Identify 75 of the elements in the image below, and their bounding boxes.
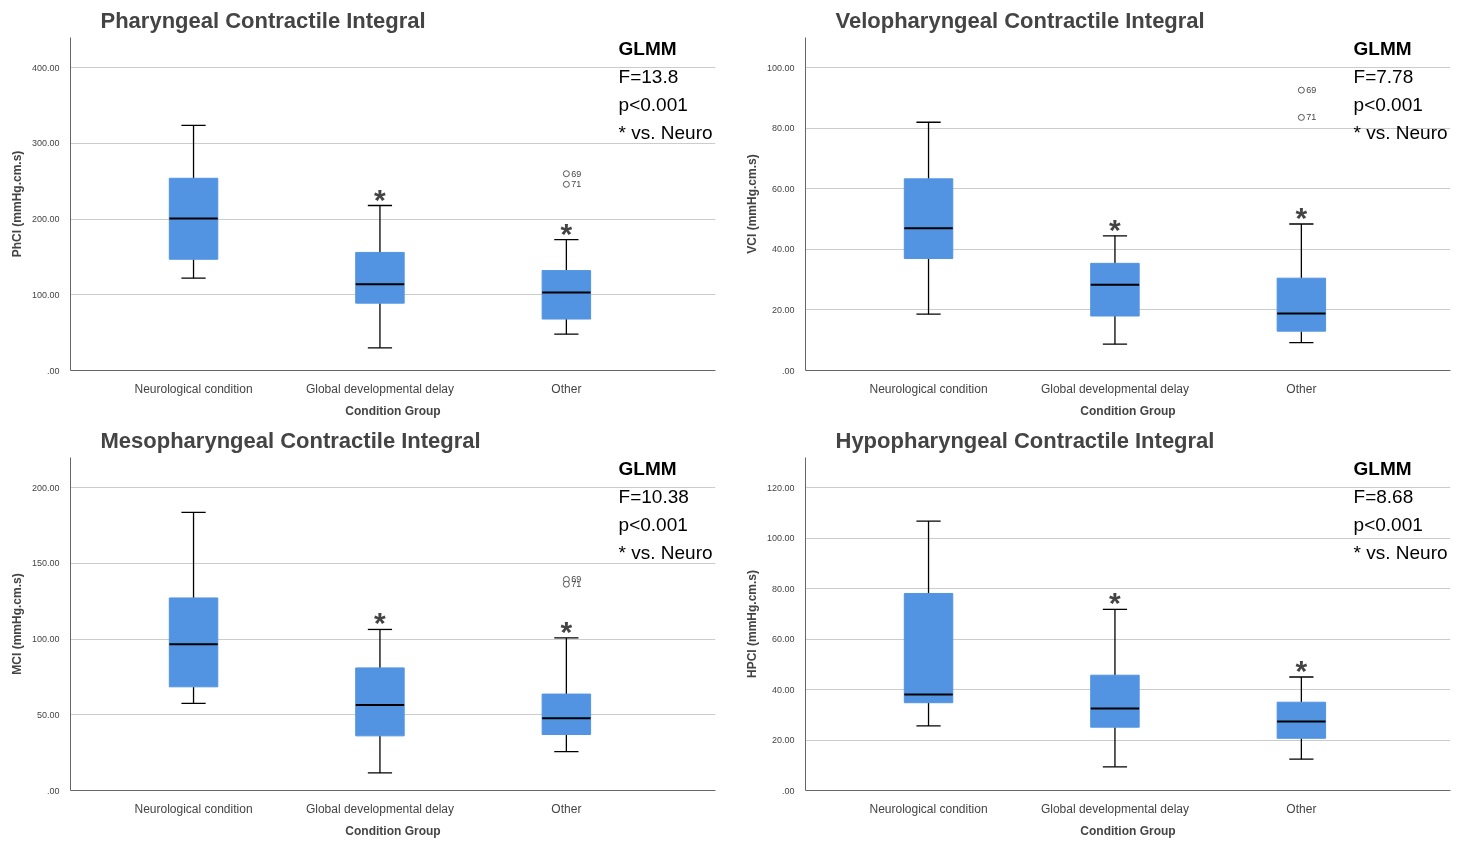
y-tick-label: 60.00 xyxy=(771,183,795,194)
y-axis-title: MCI (mmHg.cm.s) xyxy=(9,573,24,675)
annotation: GLMM xyxy=(618,37,677,59)
x-tick-label: Neurological condition xyxy=(869,381,988,396)
y-tick-label: 100.00 xyxy=(766,533,795,544)
x-tick-label: Other xyxy=(551,381,582,396)
annotation: * vs. Neuro xyxy=(618,122,713,144)
y-axis-title: PhCI (mmHg.cm.s) xyxy=(9,150,24,258)
annotation: F=13.8 xyxy=(618,65,679,87)
x-tick-label: Neurological condition xyxy=(134,801,253,816)
y-axis-title: VCI (mmHg.cm.s) xyxy=(744,154,759,254)
annotation: 69 xyxy=(571,168,582,179)
y-tick-label: 100.00 xyxy=(31,634,60,645)
annotation: * xyxy=(560,216,573,250)
x-tick-label: Neurological condition xyxy=(134,381,253,396)
annotation: p<0.001 xyxy=(1353,514,1423,536)
annotation: * xyxy=(374,182,387,216)
y-tick-label: .00 xyxy=(781,785,795,796)
x-tick-label: Other xyxy=(551,801,582,816)
chart-title: Velopharyngeal Contractile Integral xyxy=(835,7,1205,33)
y-tick-label: 200.00 xyxy=(31,214,60,225)
x-tick-label: Global developmental delay xyxy=(1040,381,1190,396)
annotation: p<0.001 xyxy=(618,514,688,536)
y-tick-label: 150.00 xyxy=(31,558,60,569)
chart-title: Pharyngeal Contractile Integral xyxy=(100,7,426,33)
annotation: GLMM xyxy=(1353,457,1412,479)
y-tick-label: .00 xyxy=(46,365,60,376)
x-tick-label: Global developmental delay xyxy=(305,381,455,396)
x-tick-label: Other xyxy=(1286,801,1317,816)
annotation: p<0.001 xyxy=(618,94,688,116)
y-axis-title: HPCI (mmHg.cm.s) xyxy=(744,569,759,679)
chart-title: Mesopharyngeal Contractile Integral xyxy=(100,427,481,453)
y-tick-label: 80.00 xyxy=(771,583,795,594)
y-tick-label: 400.00 xyxy=(31,62,60,73)
annotation: F=10.38 xyxy=(618,485,689,507)
annotation: F=8.68 xyxy=(1353,485,1414,507)
annotation: p<0.001 xyxy=(1353,94,1423,116)
annotation: * xyxy=(1109,212,1122,246)
x-tick-label: Global developmental delay xyxy=(1040,801,1190,816)
y-tick-label: 20.00 xyxy=(771,304,795,315)
annotation: * xyxy=(560,614,573,648)
annotation: * xyxy=(1109,586,1122,620)
annotation: * vs. Neuro xyxy=(1353,542,1448,564)
x-tick-label: Other xyxy=(1286,381,1317,396)
annotation: 71 xyxy=(1306,112,1317,123)
y-tick-label: 100.00 xyxy=(766,62,795,73)
annotation: * vs. Neuro xyxy=(618,542,713,564)
y-tick-label: 100.00 xyxy=(31,289,60,300)
x-tick-label: Neurological condition xyxy=(869,801,988,816)
y-tick-label: 200.00 xyxy=(31,482,60,493)
annotation: 69 xyxy=(1306,85,1317,96)
chart-title: Hypopharyngeal Contractile Integral xyxy=(835,427,1215,453)
y-tick-label: 300.00 xyxy=(31,138,60,149)
annotation: F=7.78 xyxy=(1353,65,1414,87)
y-tick-label: 60.00 xyxy=(771,634,795,645)
annotation: * vs. Neuro xyxy=(1353,122,1448,144)
y-tick-label: 80.00 xyxy=(771,123,795,134)
annotation: * xyxy=(374,606,387,640)
x-axis-title: Condition Group xyxy=(1080,403,1176,418)
y-tick-label: 50.00 xyxy=(36,709,60,720)
y-tick-label: 20.00 xyxy=(771,735,795,746)
annotation: * xyxy=(1295,653,1308,687)
x-tick-label: Global developmental delay xyxy=(305,801,455,816)
annotation: * xyxy=(1295,200,1308,234)
annotation: GLMM xyxy=(1353,37,1412,59)
y-tick-label: .00 xyxy=(46,785,60,796)
y-tick-label: 120.00 xyxy=(766,482,795,493)
x-axis-title: Condition Group xyxy=(345,823,441,838)
x-axis-title: Condition Group xyxy=(345,403,441,418)
annotation: 71 xyxy=(571,179,582,190)
y-tick-label: 40.00 xyxy=(771,684,795,695)
annotation: GLMM xyxy=(618,457,677,479)
y-tick-label: .00 xyxy=(781,365,795,376)
x-axis-title: Condition Group xyxy=(1080,823,1176,838)
y-tick-label: 40.00 xyxy=(771,244,795,255)
